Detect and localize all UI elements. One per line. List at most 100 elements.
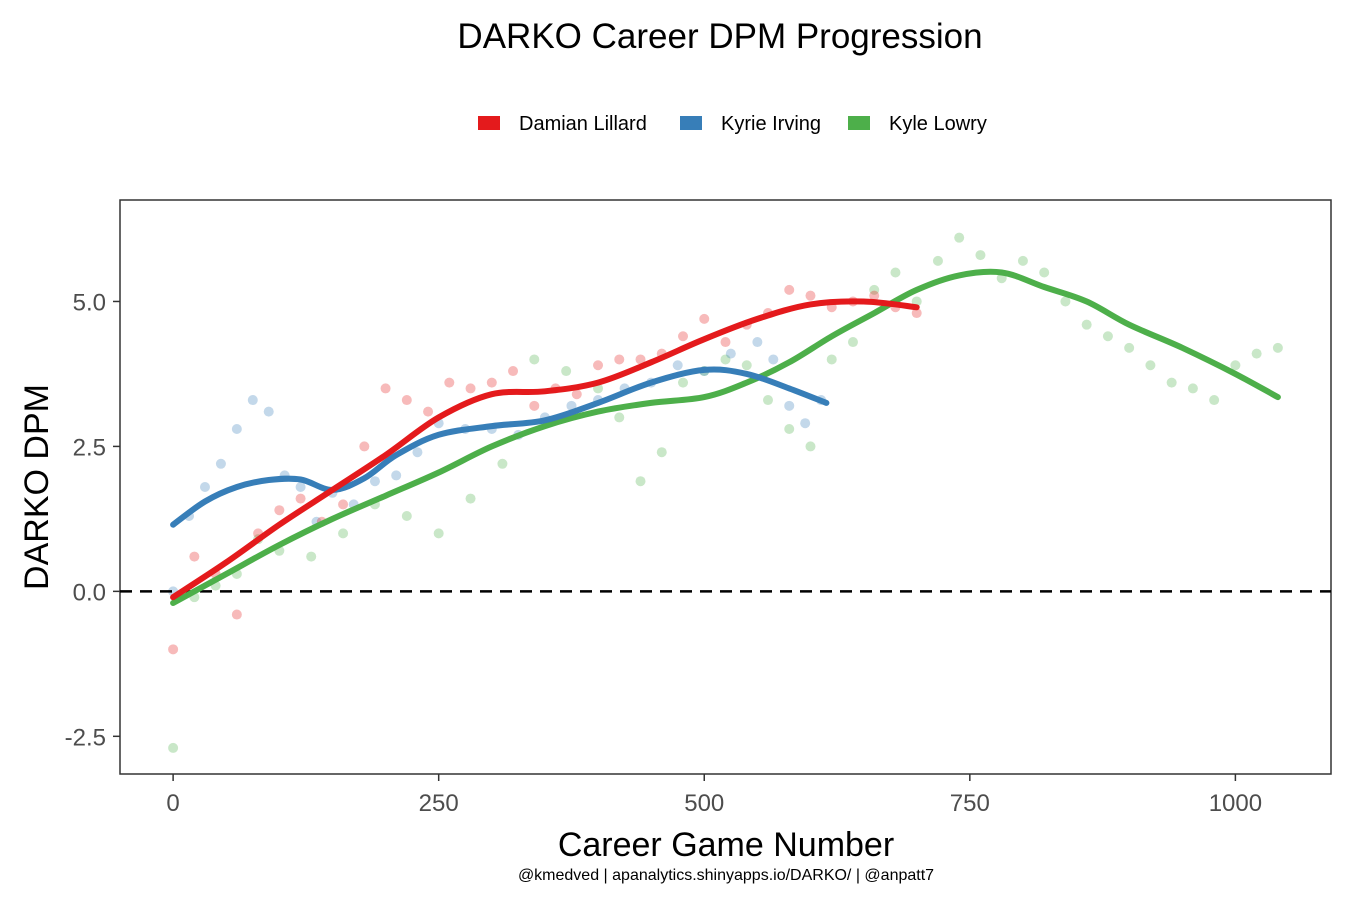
point-kyle-lowry xyxy=(338,528,349,539)
y-tick-label: 2.5 xyxy=(73,434,106,461)
point-damian-lillard xyxy=(720,337,731,348)
point-kyle-lowry xyxy=(975,250,986,261)
point-damian-lillard xyxy=(911,308,922,319)
point-kyle-lowry xyxy=(1166,377,1177,388)
point-kyle-lowry xyxy=(1187,383,1198,394)
point-damian-lillard xyxy=(571,389,582,400)
point-damian-lillard xyxy=(678,331,689,342)
point-kyle-lowry xyxy=(614,412,625,423)
point-kyle-lowry xyxy=(1124,342,1135,353)
point-damian-lillard xyxy=(295,493,306,504)
point-kyrie-irving xyxy=(263,406,274,417)
point-kyrie-irving xyxy=(391,470,402,481)
point-damian-lillard xyxy=(486,377,497,388)
point-damian-lillard xyxy=(508,366,519,377)
point-kyle-lowry xyxy=(1039,267,1050,278)
y-tick-label: 5.0 xyxy=(73,289,106,316)
trend-line-kyrie-irving xyxy=(170,366,830,528)
point-kyle-lowry xyxy=(635,476,646,487)
caption: @kmedved | apanalytics.shinyapps.io/DARK… xyxy=(518,867,934,884)
point-kyle-lowry xyxy=(497,458,508,469)
point-damian-lillard xyxy=(593,360,604,371)
trend-line-kyle-lowry xyxy=(170,268,1281,606)
point-kyle-lowry xyxy=(847,337,858,348)
y-tick-label: -2.5 xyxy=(65,724,106,751)
point-kyrie-irving xyxy=(800,418,811,429)
point-damian-lillard xyxy=(231,609,242,620)
legend-label-kyrie-irving: Kyrie Irving xyxy=(721,113,821,135)
point-kyle-lowry xyxy=(784,424,795,435)
x-tick-label: 750 xyxy=(950,790,990,817)
point-damian-lillard xyxy=(529,400,540,411)
point-kyle-lowry xyxy=(1081,319,1092,330)
x-axis: 0 250 500 750 1000 xyxy=(166,774,1262,817)
point-kyle-lowry xyxy=(869,284,880,295)
point-damian-lillard xyxy=(338,499,349,510)
point-kyrie-irving xyxy=(412,447,423,458)
x-tick-label: 1000 xyxy=(1209,790,1262,817)
point-damian-lillard xyxy=(423,406,434,417)
legend-label-kyle-lowry: Kyle Lowry xyxy=(889,113,987,135)
point-kyle-lowry xyxy=(1102,331,1113,342)
point-damian-lillard xyxy=(189,551,200,562)
point-kyle-lowry xyxy=(741,360,752,371)
y-tick-label: 0.0 xyxy=(73,579,106,606)
y-axis-title: DARKO DPM xyxy=(18,384,56,590)
y-axis: -2.5 0.0 2.5 5.0 xyxy=(65,289,120,751)
point-damian-lillard xyxy=(444,377,455,388)
chart-title: DARKO Career DPM Progression xyxy=(457,17,982,56)
point-kyle-lowry xyxy=(1209,395,1220,406)
point-kyle-lowry xyxy=(826,354,837,365)
point-kyrie-irving xyxy=(247,395,258,406)
point-kyrie-irving xyxy=(566,400,577,411)
point-kyrie-irving xyxy=(725,348,736,359)
point-damian-lillard xyxy=(784,284,795,295)
point-kyle-lowry xyxy=(1272,342,1283,353)
point-damian-lillard xyxy=(465,383,476,394)
x-tick-label: 0 xyxy=(166,790,179,817)
point-kyle-lowry xyxy=(954,232,965,243)
point-kyle-lowry xyxy=(1251,348,1262,359)
point-kyrie-irving xyxy=(199,482,210,492)
point-kyle-lowry xyxy=(656,447,667,458)
legend-swatch-kyle-lowry xyxy=(848,116,870,130)
point-kyle-lowry xyxy=(932,255,943,266)
point-kyle-lowry xyxy=(890,267,901,278)
point-kyle-lowry xyxy=(1230,360,1241,371)
point-kyle-lowry xyxy=(465,493,476,504)
x-axis-title: Career Game Number xyxy=(558,826,894,864)
point-kyle-lowry xyxy=(168,742,179,753)
point-kyle-lowry xyxy=(762,395,773,406)
trend-layer xyxy=(170,268,1281,606)
trend-line-damian-lillard xyxy=(170,298,920,601)
point-kyrie-irving xyxy=(768,354,779,365)
point-damian-lillard xyxy=(699,313,710,324)
point-damian-lillard xyxy=(805,290,816,301)
point-kyle-lowry xyxy=(805,441,816,452)
point-kyrie-irving xyxy=(231,424,242,435)
point-kyle-lowry xyxy=(1017,255,1028,266)
point-damian-lillard xyxy=(401,395,412,406)
point-kyrie-irving xyxy=(672,360,683,371)
point-kyle-lowry xyxy=(561,366,572,377)
point-kyrie-irving xyxy=(215,458,226,469)
point-kyle-lowry xyxy=(1060,296,1071,307)
x-tick-label: 250 xyxy=(419,790,459,817)
legend: Damian Lillard Kyrie Irving Kyle Lowry xyxy=(478,113,987,135)
point-kyle-lowry xyxy=(720,354,731,365)
point-damian-lillard xyxy=(274,505,285,516)
point-kyle-lowry xyxy=(401,510,412,521)
point-kyle-lowry xyxy=(529,354,540,365)
point-kyrie-irving xyxy=(295,482,306,492)
point-damian-lillard xyxy=(869,290,880,301)
point-damian-lillard xyxy=(359,441,370,452)
point-kyle-lowry xyxy=(678,377,689,388)
legend-swatch-kyrie-irving xyxy=(680,116,702,130)
point-kyrie-irving xyxy=(784,400,795,411)
point-damian-lillard xyxy=(380,383,391,394)
point-damian-lillard xyxy=(635,354,646,365)
point-kyrie-irving xyxy=(369,476,380,487)
point-damian-lillard xyxy=(614,354,625,365)
